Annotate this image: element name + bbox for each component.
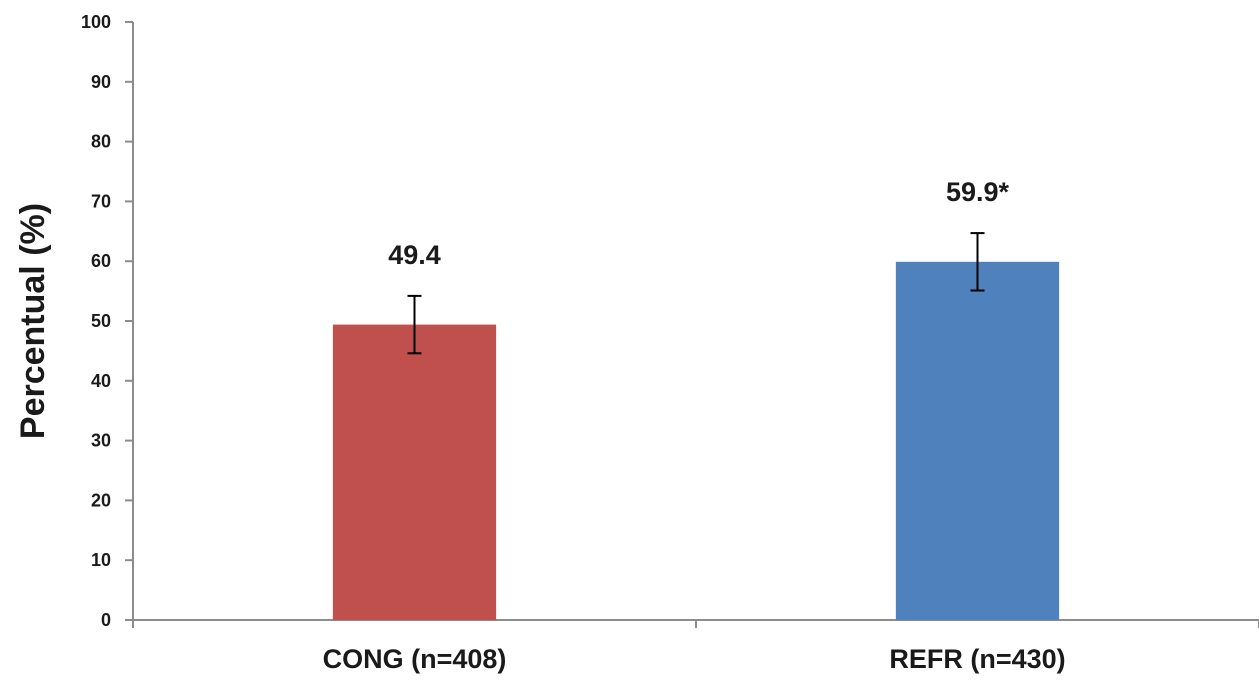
y-tick-label: 70	[91, 191, 111, 211]
y-axis-label: Percentual (%)	[14, 203, 52, 439]
error-bar	[970, 232, 985, 292]
y-tick-label: 10	[91, 550, 111, 570]
y-tick-label: 20	[91, 490, 111, 510]
y-tick-label: 0	[101, 610, 111, 630]
data-label: 59.9*	[946, 177, 1010, 207]
y-tick-label: 30	[91, 431, 111, 451]
y-tick-label: 90	[91, 72, 111, 92]
y-tick-label: 80	[91, 132, 111, 152]
bar	[895, 261, 1060, 620]
y-tick-label: 50	[91, 311, 111, 331]
data-labels: 49.4 59.9*	[388, 177, 1009, 270]
error-bars	[407, 232, 985, 355]
error-bar	[407, 294, 422, 355]
data-label: 49.4	[388, 240, 441, 270]
x-tick-label: REFR (n=430)	[889, 644, 1065, 674]
y-tick-label: 40	[91, 371, 111, 391]
bar	[332, 324, 497, 620]
x-tick-label: CONG (n=408)	[323, 644, 507, 674]
x-ticks	[132, 620, 1259, 628]
y-ticks: 0 10 20 30 40 50 60 70 80 90 100	[81, 12, 133, 630]
x-tick-labels: CONG (n=408) REFR (n=430)	[323, 644, 1066, 674]
y-tick-label: 60	[91, 251, 111, 271]
bars	[332, 261, 1060, 620]
y-tick-label: 100	[81, 12, 111, 32]
